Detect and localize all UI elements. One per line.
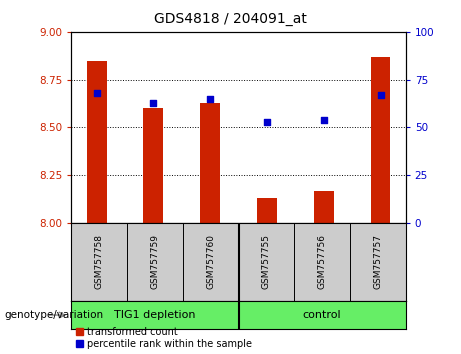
Text: GSM757760: GSM757760 [206, 234, 215, 290]
Point [320, 117, 327, 122]
Bar [371, 57, 390, 223]
Text: GSM757758: GSM757758 [95, 234, 104, 290]
Point [150, 100, 157, 105]
Text: genotype/variation: genotype/variation [5, 310, 104, 320]
Bar [314, 190, 334, 223]
Bar [87, 61, 106, 223]
Text: GDS4818 / 204091_at: GDS4818 / 204091_at [154, 12, 307, 27]
Text: GSM757759: GSM757759 [150, 234, 160, 290]
Text: control: control [303, 310, 342, 320]
Text: GSM757755: GSM757755 [262, 234, 271, 290]
Point [93, 90, 100, 96]
Text: TIG1 depletion: TIG1 depletion [114, 310, 196, 320]
Legend: transformed count, percentile rank within the sample: transformed count, percentile rank withi… [77, 327, 252, 349]
Text: GSM757756: GSM757756 [318, 234, 327, 290]
Text: GSM757757: GSM757757 [373, 234, 382, 290]
Bar [200, 103, 220, 223]
Point [207, 96, 214, 102]
Bar [143, 108, 163, 223]
Bar [257, 198, 277, 223]
Point [263, 119, 271, 125]
Point [377, 92, 384, 98]
